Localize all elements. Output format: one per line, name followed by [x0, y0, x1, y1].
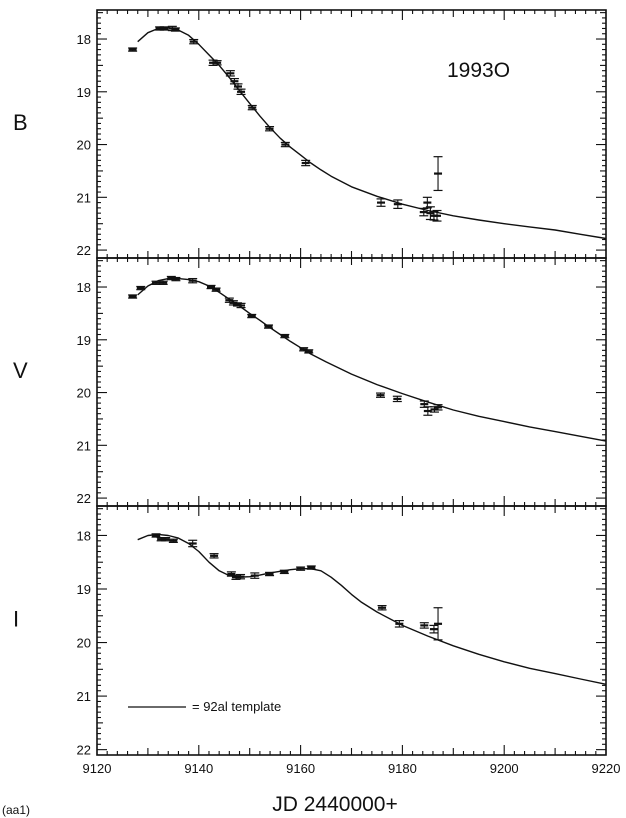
data-point [225, 70, 235, 77]
x-tick-label: 9200 [490, 761, 519, 776]
y-tick-label: 18 [77, 528, 91, 543]
data-point [432, 209, 442, 222]
data-point [136, 285, 146, 291]
data-point [280, 333, 290, 339]
panel-frame [96, 257, 607, 507]
data-point [392, 395, 402, 403]
data-point [236, 302, 246, 309]
data-point [188, 539, 198, 548]
y-tick-label: 19 [77, 582, 91, 597]
panel-frame [96, 9, 607, 259]
data-point [247, 313, 257, 319]
template-curve [137, 277, 607, 442]
panel-i: 18 19 20 21 22 I [13, 505, 607, 758]
data-point [168, 538, 178, 544]
y-tick-label: 18 [77, 32, 91, 47]
data-point [211, 287, 221, 292]
data-point [280, 141, 290, 148]
data-point [171, 276, 181, 282]
legend-label: = 92al template [192, 699, 281, 714]
data-point [189, 38, 199, 45]
object-name: 1993O [447, 59, 510, 82]
data-point [429, 624, 439, 634]
y-tick-label: 20 [77, 636, 91, 651]
data-point [296, 566, 306, 571]
data-point [265, 571, 275, 577]
panel-frame [96, 505, 607, 756]
x-tick-label: 9220 [592, 761, 621, 776]
template-curve [137, 533, 607, 685]
x-tick-label: 9120 [83, 761, 112, 776]
y-tick-label: 19 [77, 85, 91, 100]
data-point [188, 277, 198, 284]
y-tick-label: 20 [77, 386, 91, 401]
panel-v: 18 19 20 21 22 V [13, 257, 607, 507]
y-tick-label: 22 [77, 491, 91, 506]
data-point [433, 156, 443, 192]
data-point [128, 47, 138, 52]
x-tick-label: 9140 [184, 761, 213, 776]
data-point [158, 280, 168, 285]
data-point [264, 324, 274, 329]
data-point [159, 26, 169, 31]
data-point [151, 533, 161, 538]
y-tick-label: 21 [77, 190, 91, 205]
data-point [170, 27, 180, 32]
data-point [419, 622, 429, 629]
panel-b: 18 19 20 21 22 B [13, 9, 607, 259]
y-tick-label: 21 [77, 689, 91, 704]
band-label: B [13, 110, 28, 135]
data-point [376, 198, 386, 207]
data-point [304, 349, 314, 354]
data-point [212, 60, 222, 66]
data-point [265, 126, 275, 132]
data-point [433, 404, 443, 411]
data-point [247, 104, 257, 111]
data-point [250, 572, 260, 579]
x-axis-label: JD 2440000+ [272, 793, 398, 816]
data-point [236, 573, 246, 580]
band-label: V [13, 358, 28, 383]
x-tick-label: 9180 [388, 761, 417, 776]
data-point [128, 294, 138, 299]
data-point [377, 604, 387, 611]
data-point [394, 619, 404, 628]
data-point [236, 88, 246, 96]
data-point [279, 569, 289, 575]
data-point [209, 553, 219, 559]
data-point [376, 392, 386, 398]
data-point [306, 565, 316, 570]
template-curve [137, 26, 607, 240]
data-point [393, 199, 403, 209]
y-tick-label: 19 [77, 333, 91, 348]
y-tick-label: 22 [77, 243, 91, 258]
x-tick-label: 9160 [286, 761, 315, 776]
data-point [161, 536, 171, 542]
panels: 18 19 20 21 22 B 18 19 20 21 22 V 18 19 20 21 22 I 9120 914… [13, 9, 621, 776]
data-point [433, 607, 443, 641]
y-tick-label: 20 [77, 138, 91, 153]
y-tick-label: 18 [77, 280, 91, 295]
band-label: I [13, 607, 19, 632]
corner-label: (aa1) [2, 803, 30, 817]
y-tick-label: 21 [77, 438, 91, 453]
data-point [301, 159, 311, 167]
y-tick-label: 22 [77, 743, 91, 758]
data-point [423, 406, 433, 416]
